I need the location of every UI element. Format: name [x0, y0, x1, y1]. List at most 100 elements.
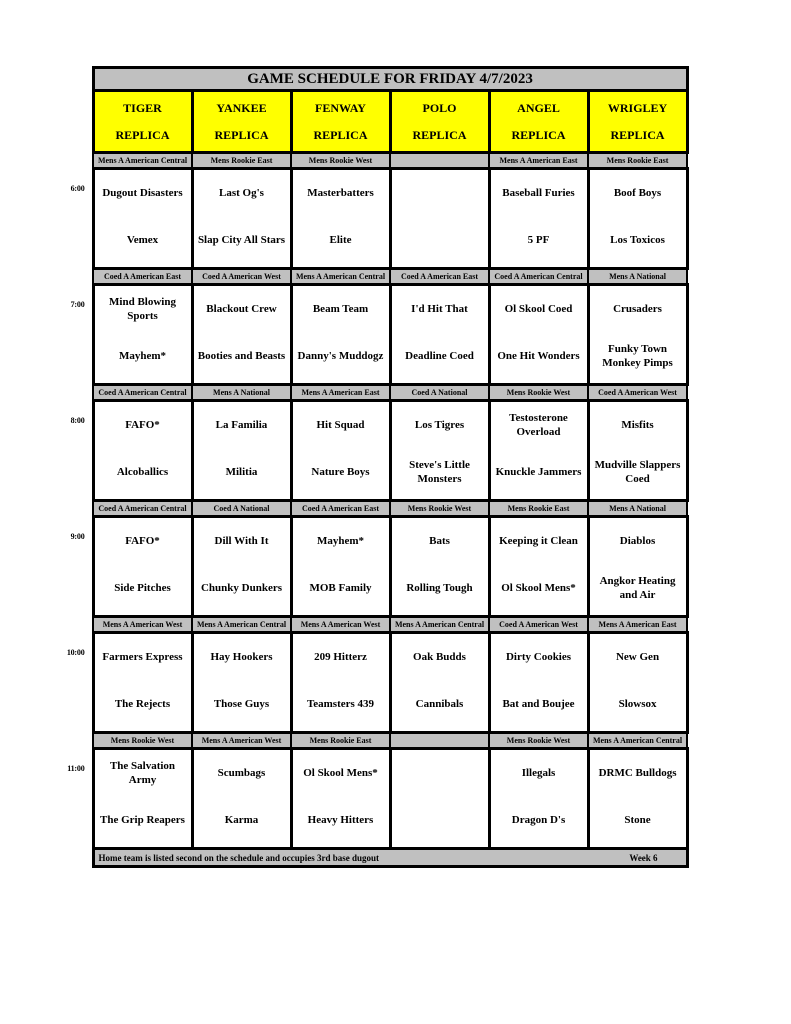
home-team: Karma [224, 813, 259, 826]
game-matchup: Mind Blowing Sports Mayhem* [96, 288, 189, 381]
away-team: Boof Boys [613, 186, 662, 199]
away-team: La Familia [215, 418, 268, 431]
division-label: Mens A American Central [290, 267, 391, 286]
game-cell: Bats Rolling Tough [388, 515, 491, 618]
game-matchup: Dugout Disasters Vemex [96, 172, 189, 265]
home-team: Danny's Muddogz [297, 349, 384, 362]
game-row: 6:00 Dugout Disasters Vemex Last Og's Slap C… [60, 167, 689, 270]
game-cell: La Familia Militia [190, 399, 293, 502]
game-matchup: FAFO* Side Pitches [96, 520, 189, 613]
division-label: Coed A National [191, 499, 292, 518]
time-column-spacer [60, 153, 93, 169]
game-cell: Diablos Angkor Heating and Air [586, 515, 689, 618]
away-team: 209 Hitterz [314, 650, 367, 663]
game-cell: Baseball Furies 5 PF [487, 167, 590, 270]
time-column-spacer [60, 501, 93, 517]
game-cell: The Salvation Army The Grip Reapers [91, 747, 194, 850]
division-label: Coed A American East [389, 267, 490, 286]
home-team: Mudville Slappers Coed [594, 458, 681, 485]
away-team: Baseball Furies [502, 186, 575, 199]
away-team: Misfits [621, 418, 654, 431]
division-label: Mens A American East [290, 383, 391, 402]
division-label: Mens Rookie West [92, 731, 193, 750]
time-column-spacer [60, 849, 93, 867]
game-cell: Blackout Crew Booties and Beasts [190, 283, 293, 386]
game-matchup: Bats Rolling Tough [393, 520, 486, 613]
game-matchup [393, 172, 486, 265]
division-label: Mens Rookie West [290, 151, 391, 170]
home-team: Nature Boys [311, 465, 370, 478]
field-header-yankee: YANKEE REPLICA [190, 89, 293, 154]
game-row: 10:00 Farmers Express The Rejects Hay Hooke… [60, 631, 689, 734]
division-label: Coed A American East [290, 499, 391, 518]
schedule-footer: Home team is listed second on the schedu… [91, 847, 689, 868]
home-team: Mayhem* [118, 349, 167, 362]
game-cell: Crusaders Funky Town Monkey Pimps [586, 283, 689, 386]
title-row: GAME SCHEDULE FOR FRIDAY 4/7/2023 [60, 66, 689, 92]
game-schedule-table: GAME SCHEDULE FOR FRIDAY 4/7/2023 TIGER R… [60, 66, 689, 868]
time-label: 10:00 [66, 647, 85, 657]
field-header-text: POLO REPLICA [393, 100, 486, 143]
field-header-fenway: FENWAY REPLICA [289, 89, 392, 154]
division-row: Mens Rookie West Mens A American West Mens… [60, 731, 689, 750]
away-team: Farmers Express [102, 650, 183, 663]
game-cell: Last Og's Slap City All Stars [190, 167, 293, 270]
field-type-label: REPLICA [214, 127, 269, 142]
away-team [393, 752, 486, 798]
home-team: Deadline Coed [405, 349, 474, 362]
division-label [389, 151, 490, 170]
field-header-tiger: TIGER REPLICA [91, 89, 194, 154]
game-matchup: Diablos Angkor Heating and Air [591, 520, 684, 613]
division-label: Mens A American East [586, 615, 689, 634]
home-team: Cannibals [415, 697, 464, 710]
time-column-spacer [60, 385, 93, 401]
field-type-label: REPLICA [610, 127, 665, 142]
division-label: Coed A American Central [92, 499, 193, 518]
game-matchup: Keeping it Clean Ol Skool Mens* [492, 520, 585, 613]
game-matchup: Misfits Mudville Slappers Coed [591, 404, 684, 497]
game-cell [388, 747, 491, 850]
home-team: Teamsters 439 [306, 697, 375, 710]
division-label: Mens A American Central [389, 615, 490, 634]
footer-note: Home team is listed second on the schedu… [98, 852, 380, 863]
field-type-label: REPLICA [511, 127, 566, 142]
game-matchup: Ol Skool Coed One Hit Wonders [492, 288, 585, 381]
home-team: Rolling Tough [406, 581, 473, 594]
game-cell: Masterbatters Elite [289, 167, 392, 270]
home-team: Booties and Beasts [197, 349, 286, 362]
game-cell: FAFO* Side Pitches [91, 515, 194, 618]
field-header-wrigley: WRIGLEY REPLICA [586, 89, 689, 154]
game-matchup: The Salvation Army The Grip Reapers [96, 752, 189, 845]
game-matchup: Masterbatters Elite [294, 172, 387, 265]
division-label: Coed A National [389, 383, 490, 402]
field-header-row: TIGER REPLICA YANKEE REPLICA FENWAY REPLICA PO… [60, 89, 689, 154]
home-team: Alcoballics [116, 465, 169, 478]
game-matchup [393, 752, 486, 845]
away-team: Testosterone Overload [509, 411, 568, 438]
division-row: Coed A American East Coed A American West… [60, 267, 689, 286]
away-team: The Salvation Army [109, 759, 176, 786]
division-row: Mens A American West Mens A American Cent… [60, 615, 689, 634]
division-label: Coed A American Central [488, 267, 589, 286]
home-team: Elite [329, 233, 352, 246]
home-team: Steve's Little Monsters [409, 458, 470, 485]
division-label: Mens A National [586, 499, 689, 518]
home-team: Side Pitches [114, 581, 171, 594]
time-column-spacer [60, 733, 93, 749]
game-cell: Los Tigres Steve's Little Monsters [388, 399, 491, 502]
away-team: Mayhem* [316, 534, 365, 547]
away-team: Illegals [521, 766, 556, 779]
away-team: FAFO* [125, 418, 160, 431]
field-name: POLO [422, 100, 457, 115]
game-matchup: Dirty Cookies Bat and Boujee [492, 636, 585, 729]
division-row: Coed A American Central Coed A National Co… [60, 499, 689, 518]
game-matchup: Hit Squad Nature Boys [294, 404, 387, 497]
game-matchup: Testosterone Overload Knuckle Jammers [492, 404, 585, 497]
game-matchup: Los Tigres Steve's Little Monsters [393, 404, 486, 497]
game-cell: Ol Skool Coed One Hit Wonders [487, 283, 590, 386]
game-matchup: Baseball Furies 5 PF [492, 172, 585, 265]
away-team: FAFO* [125, 534, 160, 547]
home-team: The Grip Reapers [100, 813, 185, 826]
game-cell: DRMC Bulldogs Stone [586, 747, 689, 850]
time-column-spacer [60, 68, 93, 91]
